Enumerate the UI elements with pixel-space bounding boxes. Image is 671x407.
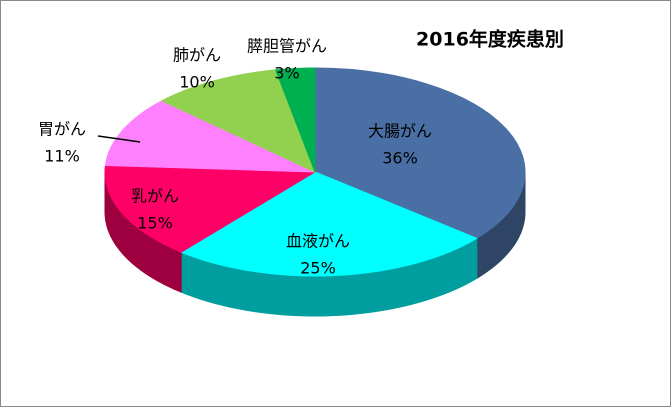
data-label-value: 15% bbox=[137, 214, 173, 233]
data-label-name: 胃がん bbox=[38, 120, 86, 139]
pie-slice bbox=[104, 164, 317, 253]
leader-line bbox=[97, 135, 141, 143]
pie-slice bbox=[314, 67, 526, 239]
pie-slice bbox=[104, 100, 316, 173]
data-label-name: 血液がん bbox=[286, 232, 350, 251]
data-label-name: 膵胆管がん bbox=[247, 37, 327, 56]
pie-slice bbox=[180, 171, 478, 277]
data-label-value: 10% bbox=[179, 73, 215, 92]
data-label-name: 肺がん bbox=[173, 46, 221, 65]
pie-slice bbox=[160, 69, 316, 173]
pie-slice bbox=[274, 67, 316, 173]
data-label-value: 11% bbox=[44, 147, 80, 166]
data-label-value: 25% bbox=[300, 259, 336, 278]
data-label-value: 36% bbox=[382, 149, 418, 168]
data-label-name: 大腸がん bbox=[368, 122, 432, 141]
chart-title: 2016年度疾患別 bbox=[416, 28, 564, 51]
data-label-value: 3% bbox=[274, 64, 299, 83]
data-label-name: 乳がん bbox=[131, 187, 179, 206]
